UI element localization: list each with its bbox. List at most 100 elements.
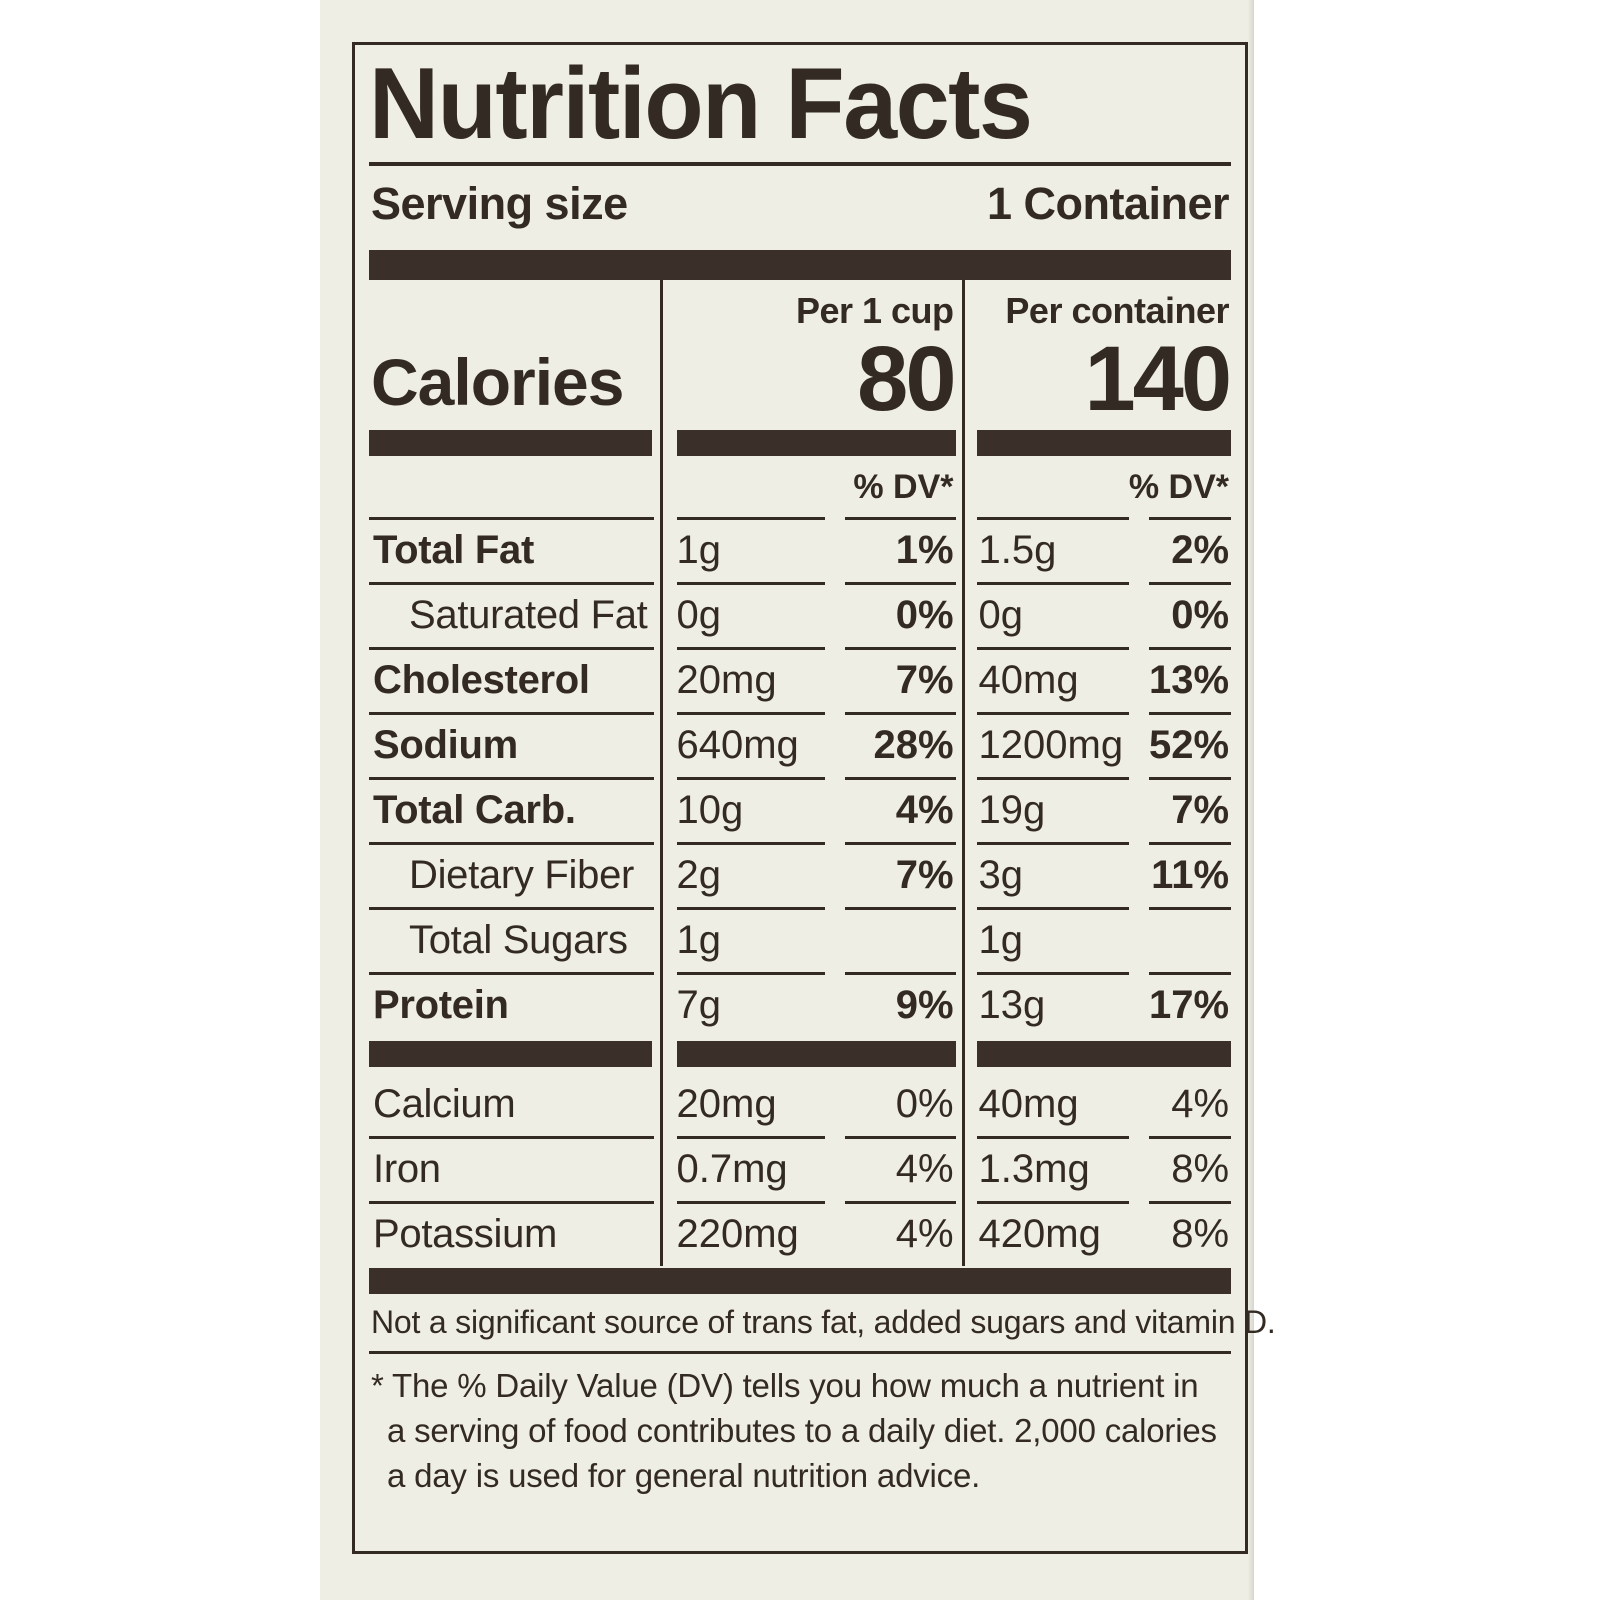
column-header-per-serving: Per 1 cup — [659, 280, 964, 335]
nutrition-table-body: Per 1 cup Per container Calories 80 140 — [369, 280, 1238, 1267]
column-header-spacer — [369, 280, 661, 334]
micronutrient-separator-band — [369, 1037, 1238, 1072]
band-a — [659, 1037, 964, 1072]
serving-size-value: 1 Container — [986, 178, 1230, 230]
nutrient-dv-per-serving: 7% — [831, 842, 963, 907]
band-name — [369, 1037, 661, 1071]
title-divider — [369, 162, 1231, 167]
nutrient-dv-per-serving: 4% — [831, 1201, 963, 1266]
band-b — [961, 1037, 1238, 1072]
calories-value-per-serving: 80 — [659, 333, 964, 427]
nutrient-amount-per-container: 40mg — [961, 1071, 1136, 1137]
nutrient-name: Total Carb. — [369, 777, 661, 842]
table-row: Potassium 220mg 4% 420mg 8% — [369, 1201, 1237, 1267]
calories-band-name — [369, 426, 661, 460]
nutrient-dv-per-container: 4% — [1171, 1082, 1230, 1127]
nutrient-name: Total Sugars — [369, 907, 661, 972]
column-header-row: Per 1 cup Per container — [369, 280, 1238, 335]
nutrient-dv-per-container: 7% — [1135, 777, 1237, 842]
table-row: Total Fat 1g 1% 1.5g 2% — [369, 517, 1237, 583]
table-row: Iron 0.7mg 4% 1.3mg 8% — [369, 1136, 1237, 1202]
nutrient-dv-per-serving: 28% — [831, 712, 963, 777]
nutrient-dv-per-serving: 1% — [831, 517, 963, 582]
nutrient-amount-per-container: 420mg — [961, 1201, 1136, 1267]
nutrient-dv-per-serving: 9% — [831, 972, 963, 1037]
dv-header-spacer — [369, 460, 661, 517]
daily-value-note: * The % Daily Value (DV) tells you how m… — [371, 1367, 1217, 1494]
nutrient-dv-per-serving: 7% — [831, 647, 963, 712]
paper-background: Nutrition Facts Serving size 1 Container… — [320, 0, 1276, 1600]
footnote-band — [369, 1268, 1231, 1295]
nutrient-amount-per-serving: 0g — [659, 582, 831, 648]
nutrient-amount-per-serving: 1g — [659, 907, 831, 973]
nutrient-amount-per-container: 1g — [961, 907, 1136, 973]
nutrient-amount-per-serving: 0.7mg — [659, 1136, 831, 1202]
nutrient-amount-per-serving: 20mg — [659, 1071, 831, 1137]
nutrient-name: Saturated Fat — [369, 582, 661, 647]
nutrient-dv-per-container: 52% — [1135, 712, 1237, 777]
nutrient-name: Total Fat — [369, 517, 661, 582]
serving-size-label: Serving size — [371, 178, 628, 230]
nutrient-dv-per-serving: 4% — [831, 777, 963, 842]
nutrient-dv-per-container: 17% — [1135, 972, 1237, 1037]
nutrient-amount-per-container: 40mg — [961, 647, 1136, 713]
nutrient-amount-per-container: 13g — [961, 972, 1136, 1038]
dv-header-per-serving: % DV* — [659, 460, 964, 518]
nutrient-amount-per-serving: 1g — [659, 517, 831, 583]
calories-band-row — [369, 426, 1238, 461]
table-row: Sodium 640mg 28% 1200mg 52% — [369, 712, 1237, 778]
nutrition-facts-label: Nutrition Facts Serving size 1 Container… — [352, 42, 1276, 1554]
nutrient-dv-per-serving — [831, 907, 963, 972]
calories-band-b — [961, 426, 1238, 461]
nutrient-amount-per-container: 1.3mg — [961, 1136, 1136, 1202]
nutrient-dv-per-container — [1135, 907, 1237, 972]
nutrition-table: Per 1 cup Per container Calories 80 140 — [369, 280, 1238, 1267]
nutrient-amount-per-serving: 10g — [659, 777, 831, 843]
nutrient-dv-per-container: 11% — [1135, 842, 1237, 907]
nutrient-amount-per-container: 19g — [961, 777, 1136, 843]
table-row: Saturated Fat 0g 0% 0g 0% — [369, 582, 1237, 648]
nutrient-dv-per-serving: 4% — [831, 1136, 963, 1201]
nutrient-dv-per-container: 2% — [1135, 517, 1237, 582]
nutrient-dv-per-container: 13% — [1135, 647, 1237, 712]
calories-value-per-container: 140 — [961, 333, 1238, 427]
table-row: Calcium 20mg 0% 40mg 4% — [369, 1071, 1237, 1137]
nutrient-amount-per-container: 1200mg — [961, 712, 1136, 778]
nutrient-amount-per-serving: 7g — [659, 972, 831, 1038]
table-row: Protein 7g 9% 13g 17% — [369, 972, 1237, 1038]
table-row: Total Carb. 10g 4% 19g 7% — [369, 777, 1237, 843]
nutrient-amount-per-container: 1.5g — [961, 517, 1136, 583]
dv-header-row: % DV* % DV* — [369, 460, 1238, 518]
calories-label: Calories — [371, 345, 624, 420]
nutrient-name: Potassium — [369, 1201, 661, 1266]
table-row: Total Sugars 1g 1g — [369, 907, 1237, 973]
table-row: Dietary Fiber 2g 7% 3g 11% — [369, 842, 1237, 908]
page-title: Nutrition Facts — [369, 48, 1033, 160]
nutrient-name: Protein — [369, 972, 661, 1037]
footnote-divider — [369, 1351, 1231, 1355]
nutrient-dv-per-container: 0% — [1135, 582, 1237, 647]
nutrient-amount-per-serving: 2g — [659, 842, 831, 908]
nutrient-name: Calcium — [373, 1082, 516, 1127]
nutrient-amount-per-container: 0g — [961, 582, 1136, 648]
calories-row: Calories 80 140 — [369, 333, 1238, 427]
nutrient-name: Sodium — [369, 712, 661, 777]
table-row: Cholesterol 20mg 7% 40mg 13% — [369, 647, 1237, 713]
nutrient-amount-per-serving: 220mg — [659, 1201, 831, 1267]
column-header-per-container: Per container — [961, 280, 1238, 335]
nutrient-amount-per-serving: 640mg — [659, 712, 831, 778]
nutrient-name: Dietary Fiber — [369, 842, 661, 907]
nutrient-dv-per-serving: 0% — [895, 1082, 954, 1127]
nutrient-amount-per-serving: 20mg — [659, 647, 831, 713]
not-significant-note: Not a significant source of trans fat, a… — [371, 1304, 1276, 1341]
dv-header-per-container: % DV* — [961, 460, 1238, 518]
calories-band-a — [659, 426, 964, 461]
serving-size-band — [369, 250, 1231, 281]
serving-size-row: Serving size 1 Container — [369, 166, 1231, 240]
nutrient-name: Cholesterol — [369, 647, 661, 712]
nutrient-amount-per-container: 3g — [961, 842, 1136, 908]
nutrient-dv-per-serving: 0% — [831, 582, 963, 647]
nutrient-name: Iron — [369, 1136, 661, 1201]
nutrient-dv-per-container: 8% — [1135, 1136, 1237, 1201]
nutrient-dv-per-container: 8% — [1135, 1201, 1237, 1266]
